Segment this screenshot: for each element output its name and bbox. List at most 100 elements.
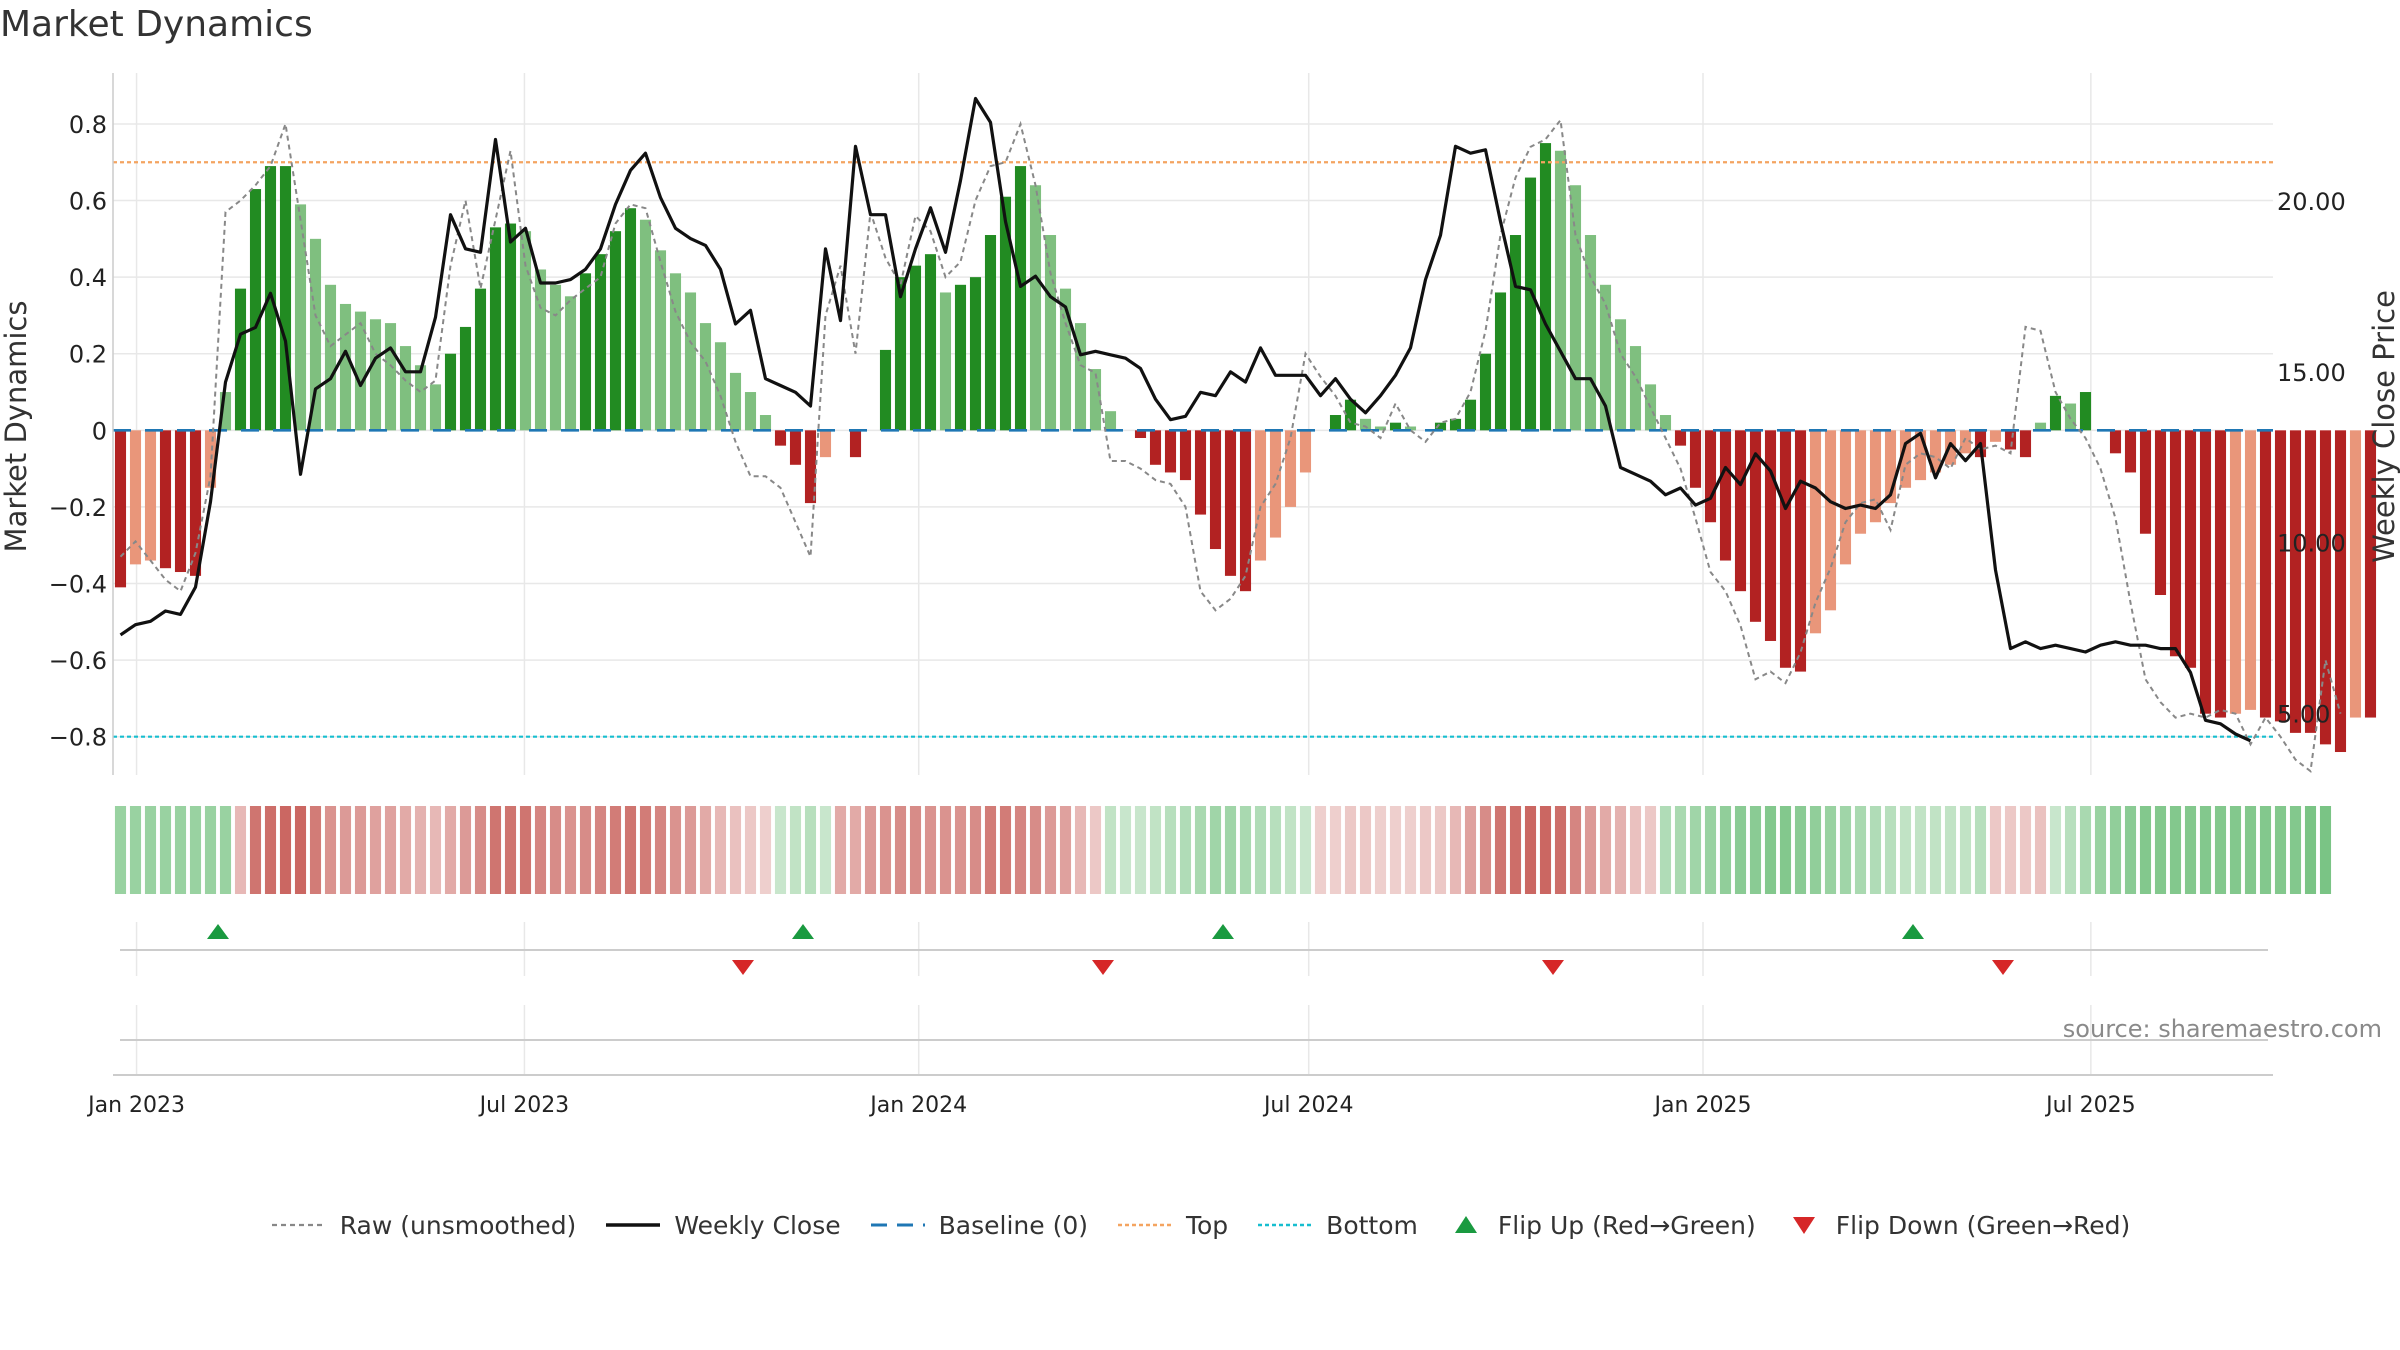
regime-cell — [189, 806, 202, 894]
dynamics-bar — [2364, 430, 2377, 718]
dynamics-bar — [2079, 392, 2092, 431]
legend-label-flip-up: Flip Up (Red→Green) — [1497, 1210, 1756, 1240]
regime-cell — [729, 806, 742, 894]
dynamics-bar — [894, 277, 907, 431]
dynamics-bar — [1629, 346, 1642, 431]
regime-cell — [1734, 806, 1747, 894]
regime-cell — [1929, 806, 1942, 894]
flip-up-marker — [1212, 924, 1234, 939]
regime-cell — [1509, 806, 1522, 894]
regime-cell — [1059, 806, 1072, 894]
dynamics-bar — [1584, 235, 1597, 431]
regime-cell — [1149, 806, 1162, 894]
regime-cell — [1629, 806, 1642, 894]
regime-cell — [234, 806, 247, 894]
dynamics-bar — [159, 430, 172, 569]
regime-cell — [264, 806, 277, 894]
regime-cell — [2049, 806, 2062, 894]
dynamics-bar — [1089, 369, 1102, 431]
regime-cell — [744, 806, 757, 894]
legend-label-top: Top — [1185, 1210, 1229, 1240]
dynamics-bar — [819, 430, 832, 458]
x-tick-label: Jan 2025 — [1653, 1093, 1752, 1118]
dynamics-bar — [1449, 418, 1462, 431]
dynamics-bar — [2349, 430, 2362, 718]
y-tick-label: −0.6 — [49, 647, 107, 675]
regime-cell — [504, 806, 517, 894]
dynamics-bar — [789, 430, 802, 465]
regime-cell — [1569, 806, 1582, 894]
regime-cell — [1374, 806, 1387, 894]
dynamics-bar — [1044, 235, 1057, 431]
dynamics-bar — [114, 430, 127, 588]
regime-cell — [1014, 806, 1027, 894]
regime-cell — [954, 806, 967, 894]
regime-cell — [834, 806, 847, 894]
regime-cell — [1794, 806, 1807, 894]
regime-cell — [1479, 806, 1492, 894]
regime-cell — [1599, 806, 1612, 894]
dynamics-bar — [1059, 288, 1072, 431]
regime-cell — [1299, 806, 1312, 894]
legend-item-raw: Raw (unsmoothed) — [270, 1211, 576, 1240]
regime-cell — [1659, 806, 1672, 894]
dynamics-bar — [549, 284, 562, 431]
regime-cell — [2319, 806, 2332, 894]
regime-cell — [1464, 806, 1477, 894]
dynamics-bar — [1539, 143, 1552, 431]
flip-markers-panel — [120, 922, 2268, 976]
dynamics-bar — [2049, 395, 2062, 431]
dynamics-bar — [684, 292, 697, 431]
regime-cell — [2304, 806, 2317, 894]
dynamics-bar — [2274, 430, 2287, 722]
regime-cell — [1899, 806, 1912, 894]
regime-cell — [1074, 806, 1087, 894]
regime-cell — [1944, 806, 1957, 894]
legend-swatch-baseline — [870, 1223, 925, 1227]
dynamics-bar — [804, 430, 817, 504]
dynamics-bar — [1374, 426, 1387, 431]
dynamics-bar — [189, 430, 202, 576]
dynamics-bar — [2124, 430, 2137, 473]
regime-cell — [2184, 806, 2197, 894]
dynamics-bar — [384, 323, 397, 431]
regime-cell — [519, 806, 532, 894]
dynamics-bar — [1554, 150, 1567, 431]
flip-up-marker — [792, 924, 814, 939]
regime-cell — [339, 806, 352, 894]
dynamics-bar — [459, 326, 472, 431]
regime-cell — [1749, 806, 1762, 894]
regime-cell — [204, 806, 217, 894]
dynamics-bar — [1824, 430, 1837, 611]
flip-down-marker — [1542, 960, 1564, 975]
dynamics-bar — [1344, 399, 1357, 431]
regime-cell — [399, 806, 412, 894]
dynamics-bar — [594, 254, 607, 431]
dynamics-bar — [1494, 292, 1507, 431]
dynamics-bar — [1659, 415, 1672, 431]
regime-cell — [849, 806, 862, 894]
dynamics-bar — [774, 430, 787, 446]
y-tick-label: 0 — [92, 417, 107, 445]
regime-cell — [1104, 806, 1117, 894]
dynamics-bar — [1329, 415, 1342, 431]
dynamics-bar — [1614, 319, 1627, 431]
legend-label-flip-down: Flip Down (Green→Red) — [1835, 1210, 2131, 1240]
regime-cell — [669, 806, 682, 894]
regime-cell — [1434, 806, 1447, 894]
regime-cell — [1269, 806, 1282, 894]
legend-swatch-bottom — [1258, 1223, 1313, 1227]
dynamics-bar — [1734, 430, 1747, 592]
dynamics-bar — [954, 284, 967, 431]
dynamics-bar — [564, 296, 577, 431]
y-tick-label: −0.8 — [49, 724, 107, 752]
regime-cell — [639, 806, 652, 894]
dynamics-bar — [174, 430, 187, 573]
regime-cell — [2259, 806, 2272, 894]
regime-cell — [1044, 806, 1057, 894]
dynamics-bar — [309, 238, 322, 431]
regime-cell — [2124, 806, 2137, 894]
dynamics-bar — [1929, 430, 1942, 473]
regime-cell — [474, 806, 487, 894]
regime-cell — [1539, 806, 1552, 894]
